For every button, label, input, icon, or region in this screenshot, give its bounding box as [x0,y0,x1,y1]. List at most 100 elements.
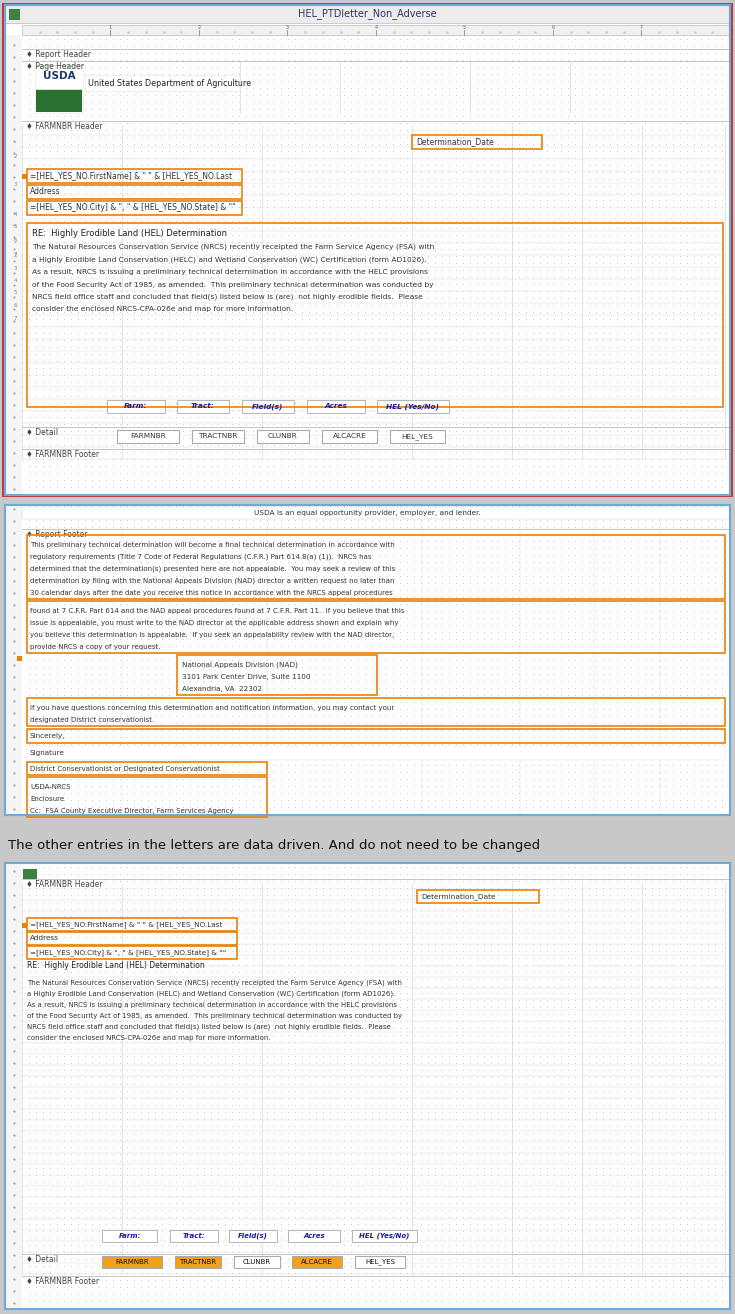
Bar [27,762,267,775]
Bar [5,5,730,495]
Text: Acres: Acres [303,1233,325,1239]
Bar [27,698,725,727]
Text: ♦ Report Header: ♦ Report Header [26,50,91,59]
Text: 2: 2 [13,254,17,258]
Text: USDA-NRCS: USDA-NRCS [30,784,71,790]
Bar [175,1256,221,1268]
Text: TRACTNBR: TRACTNBR [179,1259,217,1265]
Text: ♦ Detail: ♦ Detail [26,428,58,438]
Text: =[HEL_YES_NO.FirstName] & " " & [HEL_YES_NO.Last: =[HEL_YES_NO.FirstName] & " " & [HEL_YES… [30,172,232,180]
Text: ♦ FARMNBR Header: ♦ FARMNBR Header [26,880,103,890]
Text: USDA is an equal opportunity provider, employer, and lender.: USDA is an equal opportunity provider, e… [254,510,481,516]
Bar [27,946,237,959]
Text: As a result, NRCS is issuing a preliminary technical determination in accordance: As a result, NRCS is issuing a prelimina… [32,269,428,275]
Text: NRCS field office staff and concluded that field(s) listed below is (are)  not h: NRCS field office staff and concluded th… [32,294,423,301]
Bar [288,1230,340,1242]
Text: 4: 4 [374,25,378,30]
Text: issue is appealable, you must write to the NAD director at the applicable addres: issue is appealable, you must write to t… [30,620,398,625]
Text: regulatory requirements (Title 7 Code of Federal Regulations (C.F.R.) Part 614.8: regulatory requirements (Title 7 Code of… [30,553,371,560]
Bar [412,135,542,148]
Text: CLUNBR: CLUNBR [243,1259,271,1265]
Bar [27,600,725,653]
Text: FARMNBR: FARMNBR [115,1259,148,1265]
Text: RE:  Highly Erodible Land (HEL) Determination: RE: Highly Erodible Land (HEL) Determina… [27,962,205,971]
Bar [322,430,377,443]
Text: 4: 4 [13,279,17,283]
Bar [229,1230,277,1242]
Text: 5: 5 [13,290,17,296]
Text: 7: 7 [13,252,17,258]
Text: Tract:: Tract: [191,403,215,410]
Text: 7: 7 [13,315,17,321]
Text: of the Food Security Act of 1985, as amended.  This preliminary technical determ: of the Food Security Act of 1985, as ame… [32,281,434,288]
Bar [22,25,730,35]
Text: HEL (Yes/No): HEL (Yes/No) [387,403,440,410]
Bar [36,66,82,89]
Text: NRCS field office staff and concluded that field(s) listed below is (are)  not h: NRCS field office staff and concluded th… [27,1024,391,1030]
Text: Address: Address [30,936,59,942]
Bar [242,399,294,413]
Bar [5,505,730,815]
Text: Signature: Signature [30,750,65,756]
Text: ALCACRE: ALCACRE [301,1259,333,1265]
Bar [257,430,309,443]
Text: determined that the determination(s) presented here are not appealable.  You may: determined that the determination(s) pre… [30,566,395,573]
Text: District Conservationist or Designated Conservationist: District Conservationist or Designated C… [30,766,220,771]
Text: 6: 6 [551,25,555,30]
Bar [234,1256,280,1268]
Text: HEL_PTDletter_Non_Adverse: HEL_PTDletter_Non_Adverse [298,9,437,20]
Text: Farm:: Farm: [124,403,148,410]
Bar [22,505,730,815]
Text: 4: 4 [13,213,17,218]
Text: Tract:: Tract: [183,1233,205,1239]
Bar [9,9,20,20]
Text: The Natural Resources Conservation Service (NRCS) recently receipted the Farm Se: The Natural Resources Conservation Servi… [27,980,402,987]
Text: 5: 5 [13,225,17,230]
Text: 3101 Park Center Drive, Suite 1100: 3101 Park Center Drive, Suite 1100 [182,674,310,681]
Text: Farm:: Farm: [118,1233,140,1239]
Bar [390,430,445,443]
Bar [5,863,730,1309]
Bar [27,170,242,183]
Bar [27,185,242,198]
Text: 1: 1 [109,25,112,30]
Text: consider the enclosed NRCS-CPA-026e and map for more information.: consider the enclosed NRCS-CPA-026e and … [27,1035,270,1041]
Text: Enclosure: Enclosure [30,796,64,802]
Bar [352,1230,417,1242]
Text: National Appeals Division (NAD): National Appeals Division (NAD) [182,662,298,669]
Bar [27,746,725,759]
Text: If you have questions concerning this determination and notification information: If you have questions concerning this de… [30,706,394,711]
Text: Alexandria, VA  22302: Alexandria, VA 22302 [182,686,262,692]
Bar [27,918,237,932]
Text: ♦ FARMNBR Footer: ♦ FARMNBR Footer [26,1277,99,1286]
Bar [170,1230,218,1242]
Text: Field(s): Field(s) [238,1233,268,1239]
Text: of the Food Security Act of 1985, as amended.  This preliminary technical determ: of the Food Security Act of 1985, as ame… [27,1013,402,1018]
Text: HEL_YES: HEL_YES [401,434,434,440]
Text: =[HEL_YES_NO.City] & ", " & [HEL_YES_NO.State] & "": =[HEL_YES_NO.City] & ", " & [HEL_YES_NO.… [30,204,236,213]
Text: As a result, NRCS is issuing a preliminary technical determination in accordance: As a result, NRCS is issuing a prelimina… [27,1003,397,1008]
Text: 2: 2 [198,25,201,30]
Bar [102,1256,162,1268]
Bar [5,863,22,1309]
Bar [5,505,22,815]
Bar [107,399,165,413]
Text: ♦ Report Footer: ♦ Report Footer [26,530,87,539]
Text: a Highly Erodible Land Conservation (HELC) and Wetland Conservation (WC) Certifi: a Highly Erodible Land Conservation (HEL… [27,991,395,997]
Text: HEL (Yes/No): HEL (Yes/No) [359,1233,409,1239]
Bar [36,89,82,112]
Text: 3: 3 [286,25,289,30]
Text: USDA: USDA [43,71,75,80]
Text: provide NRCS a copy of your request.: provide NRCS a copy of your request. [30,644,160,650]
Bar [22,507,730,519]
Text: This preliminary technical determination will become a final technical determina: This preliminary technical determination… [30,541,395,548]
Text: ALCACRE: ALCACRE [333,434,366,439]
Text: designated District conservationist.: designated District conservationist. [30,717,154,723]
Text: TRACTNBR: TRACTNBR [198,434,237,439]
Text: 5: 5 [463,25,466,30]
Text: Address: Address [30,188,60,197]
Bar [355,1256,405,1268]
Bar [22,35,730,495]
Text: HEL_YES: HEL_YES [365,1259,395,1265]
Text: ♦ Page Header: ♦ Page Header [26,62,84,71]
